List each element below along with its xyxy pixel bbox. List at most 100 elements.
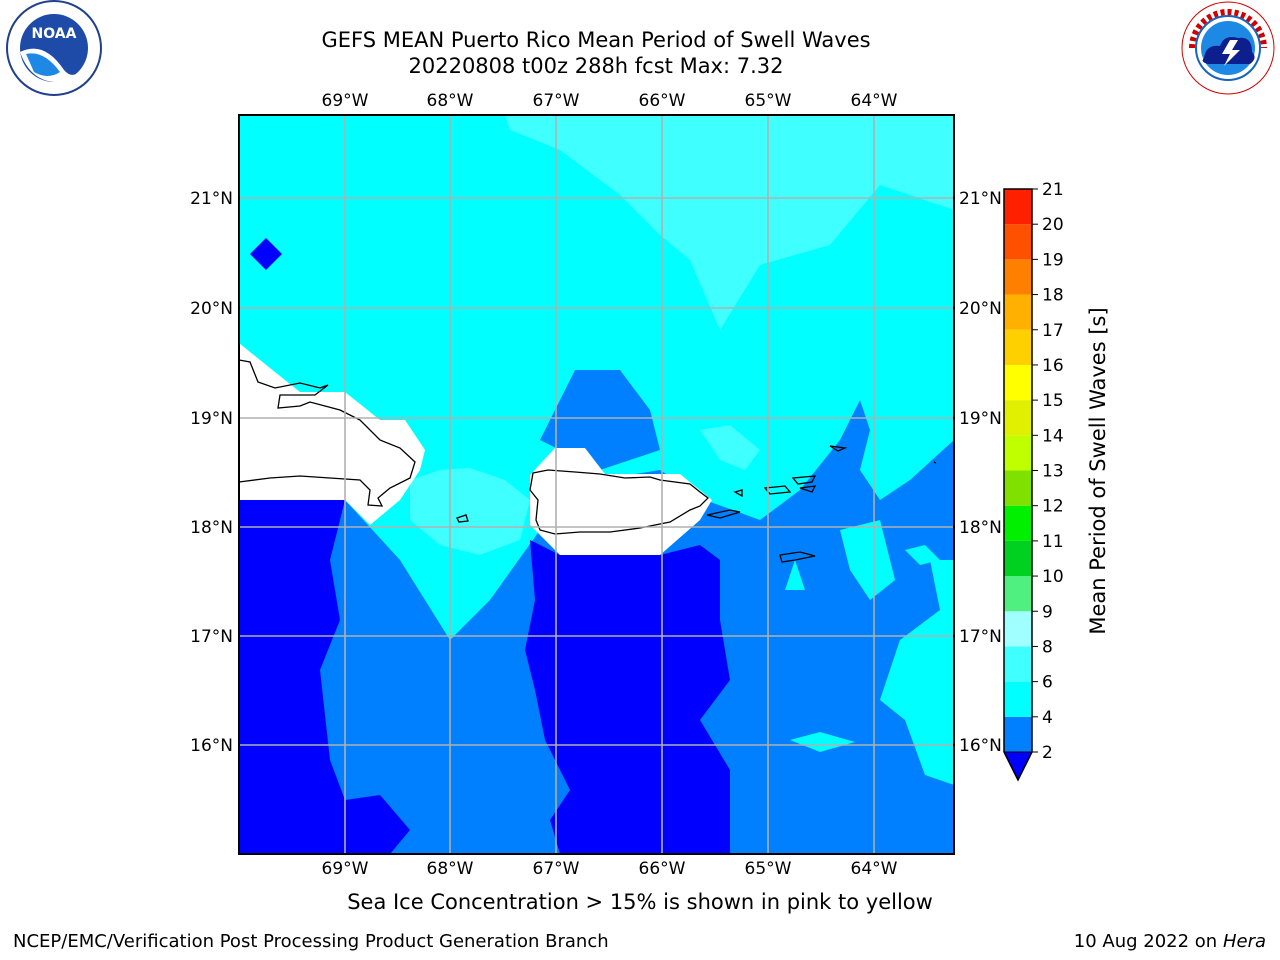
- region-period-6-8-north: [505, 115, 954, 330]
- map-title: GEFS MEAN Puerto Rico Mean Period of Swe…: [321, 28, 871, 52]
- footer-date-text: 10 Aug 2022 on: [1073, 931, 1218, 952]
- region-period-4-6-pocket-spike: [785, 560, 805, 590]
- footer-date: 10 Aug 2022 on Hera: [1074, 931, 1266, 952]
- lon-label-top: 64°W: [851, 91, 898, 111]
- colorbar-segment: [1004, 189, 1032, 225]
- coastlines: [239, 359, 937, 563]
- lon-label-bottom: 68°W: [427, 859, 474, 879]
- coast-mona: [456, 514, 469, 523]
- colorbar-tick-label: 17: [1042, 321, 1064, 341]
- coast-st-croix: [779, 551, 816, 563]
- land-puerto-rico: [530, 448, 712, 555]
- lat-label-right: 20°N: [959, 299, 1002, 319]
- lat-label-left: 20°N: [190, 299, 233, 319]
- colorbar-tick-label: 10: [1042, 567, 1064, 587]
- colorbar-tick-label: 16: [1042, 356, 1064, 376]
- lat-label-right: 16°N: [959, 736, 1002, 756]
- colorbar-tick-label: 21: [1042, 180, 1064, 200]
- coast-culebra: [733, 489, 743, 498]
- colorbar-tick-label: 9: [1042, 602, 1053, 622]
- lat-label-right: 17°N: [959, 627, 1002, 647]
- colorbar-tick-label: 19: [1042, 250, 1064, 270]
- lon-label-top: 68°W: [427, 91, 474, 111]
- lon-label-bottom: 67°W: [533, 859, 580, 879]
- colorbar-segment: [1004, 716, 1032, 752]
- region-period-lt-2-spot: [250, 238, 282, 270]
- coast-hispaniola: [239, 359, 416, 507]
- colorbar-tick-label: 11: [1042, 532, 1064, 552]
- colorbar-segment: [1004, 259, 1032, 295]
- lon-label-bottom: 69°W: [322, 859, 369, 879]
- lat-label-left: 17°N: [190, 627, 233, 647]
- colorbar-segment: [1004, 364, 1032, 401]
- region-period-6-8-east: [700, 425, 760, 470]
- map-frame: [238, 114, 955, 855]
- noaa-logo-text: NOAA: [32, 26, 77, 42]
- colorbar-segment: [1004, 646, 1032, 682]
- lat-label-right: 21°N: [959, 189, 1002, 209]
- colorbar-tick-label: 6: [1042, 673, 1053, 693]
- region-period-6-8-central: [410, 468, 530, 555]
- noaa-logo-icon: NOAA: [6, 0, 102, 96]
- colorbar-frame: [1003, 188, 1033, 782]
- region-period-lt-2-west: [239, 500, 410, 854]
- nws-logo-icon: [1181, 1, 1275, 95]
- colorbar-tick-label: 14: [1042, 426, 1064, 446]
- swell-period-field: [239, 115, 954, 854]
- colorbar-segment: [1004, 470, 1032, 506]
- colorbar-segment: [1004, 505, 1032, 541]
- colorbar-segment: [1004, 294, 1032, 330]
- lon-label-top: 65°W: [745, 91, 792, 111]
- colorbar-segment: [1004, 576, 1032, 612]
- coast-anegada: [829, 445, 848, 452]
- map-subtitle: 20220808 t00z 288h fcst Max: 7.32: [408, 54, 784, 78]
- lat-label-left: 18°N: [190, 518, 233, 538]
- coast-virgin-islands-3: [799, 485, 817, 493]
- region-period-lt-2-central: [525, 540, 730, 854]
- colorbar-tick-label: 12: [1042, 497, 1064, 517]
- colorbar-tick-label: 15: [1042, 391, 1064, 411]
- colorbar-tick-label: 8: [1042, 637, 1053, 657]
- region-period-2-4-north: [540, 370, 660, 470]
- colorbar-segment: [1004, 611, 1032, 647]
- lat-label-right: 19°N: [959, 409, 1002, 429]
- region-period-4-6-pocket-s: [790, 732, 855, 752]
- region-period-4-6-pocket-east: [840, 520, 895, 600]
- region-period-4-6-pocket-e2: [905, 545, 940, 565]
- coast-puerto-rico: [529, 469, 709, 535]
- lon-label-top: 66°W: [639, 91, 686, 111]
- colorbar-tick-label: 2: [1042, 743, 1053, 763]
- land-hispaniola: [239, 343, 425, 525]
- colorbar-tick-label: 18: [1042, 286, 1064, 306]
- footer-credit: NCEP/EMC/Verification Post Processing Pr…: [13, 931, 609, 952]
- sea-ice-note: Sea Ice Concentration > 15% is shown in …: [347, 890, 933, 914]
- colorbar-tick-label: 4: [1042, 708, 1053, 728]
- lon-label-bottom: 66°W: [639, 859, 686, 879]
- coast-vieques: [706, 509, 741, 519]
- lon-label-bottom: 64°W: [851, 859, 898, 879]
- colorbar-tick-label: 20: [1042, 215, 1064, 235]
- colorbar-tick-label: 13: [1042, 462, 1064, 482]
- coast-virgin-islands-2: [791, 475, 817, 485]
- lon-label-bottom: 65°W: [745, 859, 792, 879]
- lat-label-left: 21°N: [190, 189, 233, 209]
- lat-label-right: 18°N: [959, 518, 1002, 538]
- lat-label-left: 16°N: [190, 736, 233, 756]
- colorbar: 2 4 6 8 9 10 11 12 13 14 15 16 17 18 19 20 21: [1003, 180, 1064, 782]
- colorbar-under-triangle: [1003, 751, 1033, 782]
- footer-host: Hera: [1222, 931, 1266, 952]
- lon-label-top: 67°W: [533, 91, 580, 111]
- coast-east-dot: [933, 461, 937, 464]
- region-period-4-6-pocket-se: [880, 620, 954, 785]
- lat-label-left: 19°N: [190, 409, 233, 429]
- colorbar-segment: [1004, 435, 1032, 471]
- colorbar-segment: [1004, 329, 1032, 365]
- colorbar-segment: [1004, 224, 1032, 260]
- colorbar-segment: [1004, 681, 1032, 717]
- grid-lines: [239, 115, 954, 854]
- lon-label-top: 69°W: [322, 91, 369, 111]
- colorbar-segment: [1004, 400, 1032, 436]
- colorbar-segment: [1004, 540, 1032, 577]
- colorbar-label: Mean Period of Swell Waves [s]: [1086, 307, 1110, 634]
